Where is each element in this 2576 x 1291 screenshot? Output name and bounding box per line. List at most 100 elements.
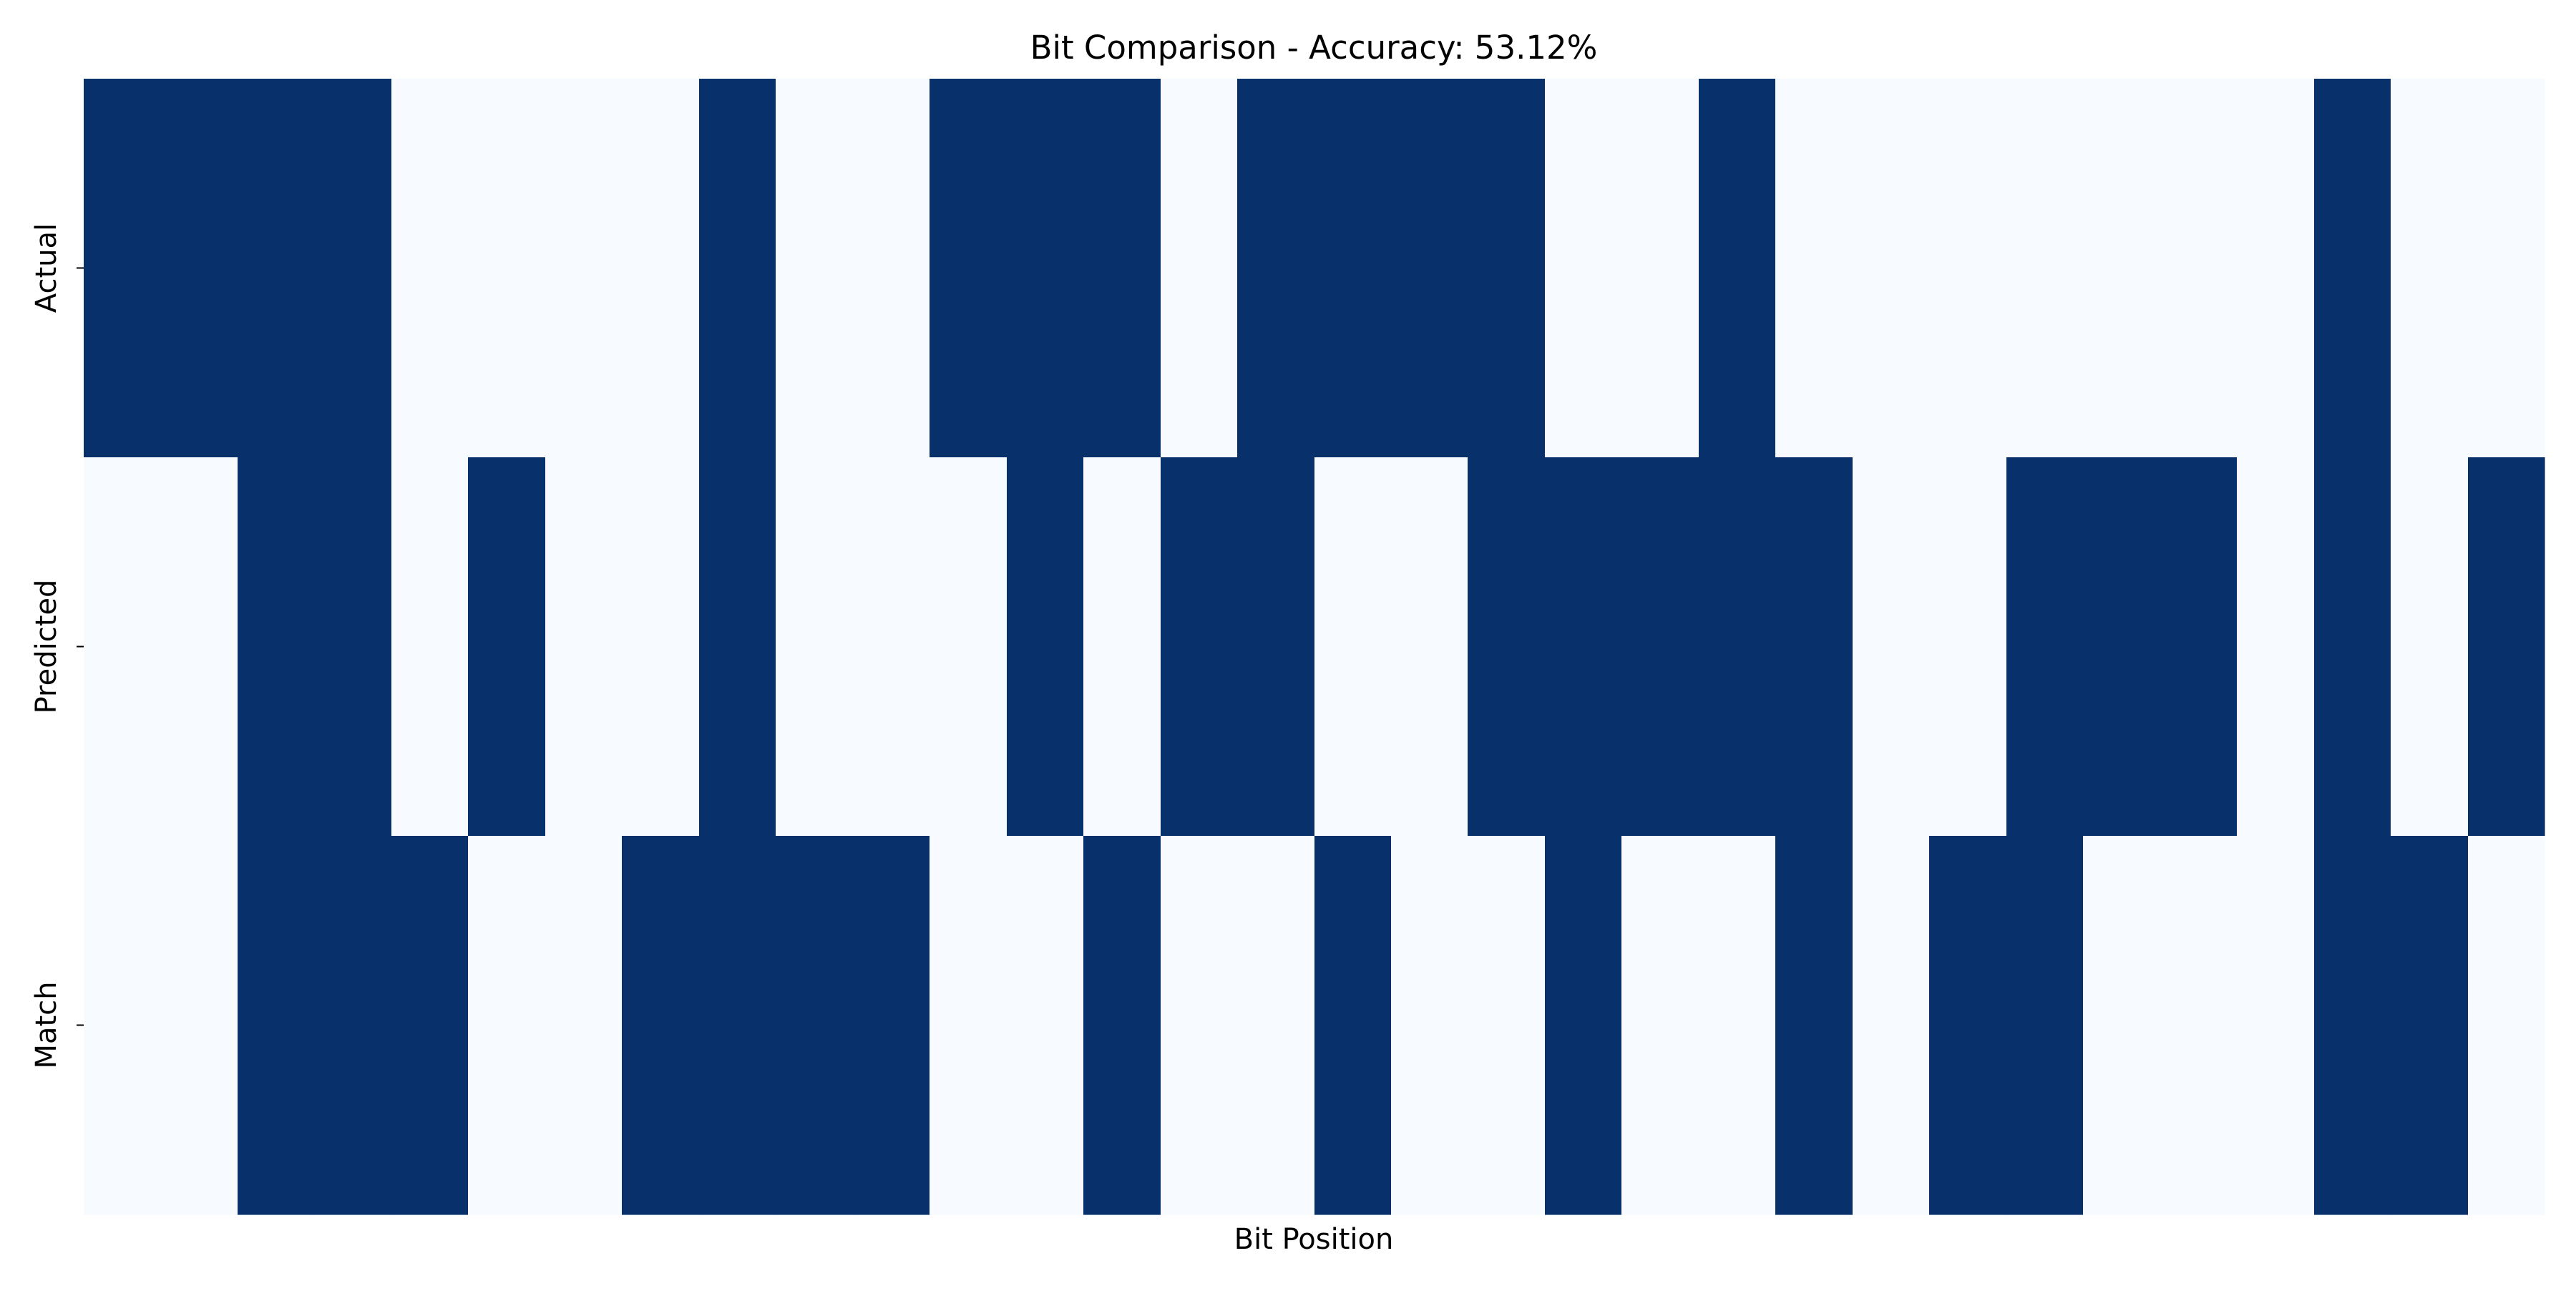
heatmap-cell-actual-25 <box>2006 79 2084 458</box>
heatmap-cell-match-21 <box>1699 836 1776 1215</box>
heatmap-cell-predicted-11 <box>930 457 1008 837</box>
heatmap-cell-predicted-19 <box>1545 457 1622 837</box>
chart-title: Bit Comparison - Accuracy: 53.12% <box>1030 29 1598 67</box>
heatmap-cell-predicted-23 <box>1853 457 1930 837</box>
heatmap-cell-predicted-14 <box>1161 457 1238 837</box>
heatmap-cell-predicted-30 <box>2391 457 2469 837</box>
heatmap-cell-predicted-25 <box>2006 457 2084 837</box>
heatmap-cell-predicted-8 <box>699 457 776 837</box>
heatmap-cell-match-6 <box>545 836 623 1215</box>
y-tick-label-match: Match <box>30 981 63 1068</box>
heatmap-cell-predicted-13 <box>1083 457 1161 837</box>
heatmap-cell-match-16 <box>1314 836 1392 1215</box>
heatmap-cell-predicted-18 <box>1468 457 1546 837</box>
heatmap-cell-match-27 <box>2160 836 2238 1215</box>
heatmap-cell-actual-21 <box>1699 79 1776 458</box>
heatmap-cell-predicted-27 <box>2160 457 2238 837</box>
heatmap-cell-predicted-10 <box>853 457 930 837</box>
heatmap-cell-predicted-26 <box>2083 457 2161 837</box>
heatmap-cell-actual-9 <box>776 79 854 458</box>
heatmap-cell-predicted-21 <box>1699 457 1776 837</box>
heatmap-cell-actual-5 <box>468 79 546 458</box>
heatmap-cell-actual-24 <box>1929 79 2007 458</box>
x-axis-label: Bit Position <box>1234 1223 1394 1256</box>
heatmap-cell-match-25 <box>2006 836 2084 1215</box>
heatmap-cell-actual-17 <box>1391 79 1468 458</box>
heatmap-cell-predicted-0 <box>84 457 161 837</box>
heatmap-cell-match-22 <box>1775 836 1853 1215</box>
heatmap-cell-predicted-6 <box>545 457 623 837</box>
heatmap-cell-actual-29 <box>2314 79 2391 458</box>
heatmap-cell-actual-2 <box>238 79 315 458</box>
heatmap-cell-actual-10 <box>853 79 930 458</box>
heatmap-cell-actual-30 <box>2391 79 2469 458</box>
heatmap-cell-match-12 <box>1007 836 1084 1215</box>
heatmap-cell-predicted-15 <box>1237 457 1315 837</box>
y-axis-ticks: Actual Predicted Match <box>30 223 84 1069</box>
heatmap-cells <box>84 79 2545 1215</box>
heatmap-cell-actual-3 <box>314 79 392 458</box>
y-tick-label-actual: Actual <box>30 223 63 313</box>
heatmap-cell-match-5 <box>468 836 546 1215</box>
heatmap-cell-match-20 <box>1621 836 1699 1215</box>
heatmap-cell-actual-31 <box>2468 79 2545 458</box>
heatmap-cell-match-31 <box>2468 836 2545 1215</box>
heatmap-cell-match-7 <box>622 836 700 1215</box>
heatmap-cell-actual-12 <box>1007 79 1084 458</box>
heatmap-cell-predicted-22 <box>1775 457 1853 837</box>
heatmap-cell-actual-14 <box>1161 79 1238 458</box>
heatmap-cell-match-19 <box>1545 836 1622 1215</box>
heatmap-cell-actual-7 <box>622 79 700 458</box>
heatmap-cell-predicted-28 <box>2237 457 2315 837</box>
heatmap-cell-match-15 <box>1237 836 1315 1215</box>
heatmap-cell-match-18 <box>1468 836 1546 1215</box>
heatmap-cell-actual-19 <box>1545 79 1622 458</box>
heatmap-cell-actual-26 <box>2083 79 2161 458</box>
heatmap-cell-match-26 <box>2083 836 2161 1215</box>
heatmap-cell-predicted-17 <box>1391 457 1468 837</box>
heatmap-cell-actual-27 <box>2160 79 2238 458</box>
heatmap-cell-match-28 <box>2237 836 2315 1215</box>
heatmap-cell-predicted-4 <box>391 457 469 837</box>
heatmap-cell-match-4 <box>391 836 469 1215</box>
heatmap-cell-actual-28 <box>2237 79 2315 458</box>
heatmap-cell-actual-0 <box>84 79 161 458</box>
heatmap-cell-predicted-1 <box>160 457 238 837</box>
heatmap-cell-predicted-16 <box>1314 457 1392 837</box>
heatmap-cell-match-17 <box>1391 836 1468 1215</box>
heatmap-cell-predicted-9 <box>776 457 854 837</box>
heatmap-cell-predicted-3 <box>314 457 392 837</box>
heatmap-cell-predicted-24 <box>1929 457 2007 837</box>
heatmap-cell-match-13 <box>1083 836 1161 1215</box>
heatmap-cell-predicted-12 <box>1007 457 1084 837</box>
heatmap-cell-match-3 <box>314 836 392 1215</box>
heatmap-cell-match-14 <box>1161 836 1238 1215</box>
heatmap-cell-match-30 <box>2391 836 2469 1215</box>
heatmap-cell-match-9 <box>776 836 854 1215</box>
heatmap-cell-predicted-20 <box>1621 457 1699 837</box>
y-tick-label-predicted: Predicted <box>30 580 63 714</box>
heatmap-cell-actual-8 <box>699 79 776 458</box>
heatmap-cell-actual-18 <box>1468 79 1546 458</box>
heatmap-cell-predicted-2 <box>238 457 315 837</box>
heatmap-cell-actual-6 <box>545 79 623 458</box>
heatmap-cell-actual-4 <box>391 79 469 458</box>
heatmap-cell-match-10 <box>853 836 930 1215</box>
heatmap-cell-match-8 <box>699 836 776 1215</box>
heatmap-cell-actual-15 <box>1237 79 1315 458</box>
heatmap-cell-match-2 <box>238 836 315 1215</box>
heatmap-cell-predicted-5 <box>468 457 546 837</box>
heatmap-cell-predicted-7 <box>622 457 700 837</box>
heatmap-cell-match-0 <box>84 836 161 1215</box>
heatmap-cell-actual-20 <box>1621 79 1699 458</box>
heatmap-cell-actual-11 <box>930 79 1008 458</box>
heatmap-cell-match-11 <box>930 836 1008 1215</box>
heatmap-cell-predicted-29 <box>2314 457 2391 837</box>
heatmap-cell-actual-23 <box>1853 79 1930 458</box>
heatmap-cell-match-29 <box>2314 836 2391 1215</box>
heatmap-cell-match-23 <box>1853 836 1930 1215</box>
heatmap-cell-match-1 <box>160 836 238 1215</box>
heatmap-cell-actual-22 <box>1775 79 1853 458</box>
